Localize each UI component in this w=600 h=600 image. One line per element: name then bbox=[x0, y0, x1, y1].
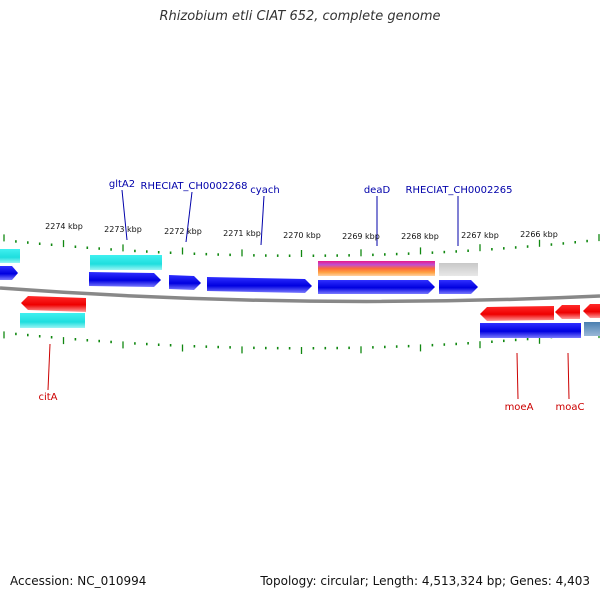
scale-ticks-top bbox=[3, 234, 600, 257]
gene-arrow-moaC bbox=[555, 305, 580, 319]
label-leader-lines bbox=[47, 189, 570, 400]
scale-label: 2271 kbp bbox=[223, 229, 261, 238]
leader-gltA2 bbox=[121, 189, 128, 241]
gene-label-moeA: moeA bbox=[505, 402, 534, 413]
gene-arrow-forward-5 bbox=[318, 280, 435, 294]
gene-label-deaD: deaD bbox=[364, 185, 391, 196]
gene-label-cyach: cyach bbox=[250, 185, 279, 196]
gene-label-citA: citA bbox=[38, 392, 57, 403]
gene-block-reverse-1 bbox=[480, 323, 581, 338]
leader-moeA bbox=[516, 352, 519, 400]
genome-backbone bbox=[0, 286, 600, 304]
gene-arrow-citA bbox=[21, 296, 86, 312]
scale-label: 2272 kbp bbox=[164, 227, 202, 236]
feature-RHECIAT_CH0002265 bbox=[439, 263, 478, 276]
leader-cyach bbox=[260, 195, 265, 246]
forward-strand-features bbox=[0, 249, 478, 294]
topology-text: Topology: circular; Length: 4,513,324 bp… bbox=[260, 574, 590, 588]
leader-RHECIAT_CH0002268 bbox=[185, 191, 193, 243]
scale-label: 2270 kbp bbox=[283, 231, 321, 240]
feature-deaD bbox=[318, 261, 435, 276]
gene-labels: gltA2 RHECIAT_CH0002268 cyach deaD RHECI… bbox=[38, 179, 584, 413]
scale-label: 2268 kbp bbox=[401, 232, 439, 241]
scale-label: 2273 kbp bbox=[104, 225, 142, 234]
gene-label-RHECIAT_CH0002265: RHECIAT_CH0002265 bbox=[406, 185, 513, 196]
scale-labels: 2274 kbp 2273 kbp 2272 kbp 2271 kbp 2270… bbox=[45, 222, 558, 241]
rna-feature-bottom-left bbox=[20, 313, 85, 328]
gene-arrow-forward-1 bbox=[0, 266, 18, 280]
leader-moaC bbox=[567, 352, 570, 400]
rna-feature-gltA2 bbox=[90, 255, 162, 270]
gene-label-gltA2: gltA2 bbox=[109, 179, 135, 190]
reverse-strand-features bbox=[20, 296, 600, 338]
gene-arrow-forward-4 bbox=[207, 277, 312, 293]
gene-block-reverse-2 bbox=[584, 322, 600, 336]
gene-arrow-forward-3 bbox=[169, 275, 201, 290]
gene-arrow-forward-6 bbox=[439, 280, 478, 294]
rna-feature-top-left bbox=[0, 249, 20, 263]
map-title: Rhizobium etli CIAT 652, complete genome bbox=[159, 9, 441, 24]
leader-citA bbox=[47, 343, 51, 391]
scale-label: 2274 kbp bbox=[45, 222, 83, 231]
gene-label-RHECIAT_CH0002268: RHECIAT_CH0002268 bbox=[141, 181, 248, 192]
gene-label-moaC: moaC bbox=[556, 402, 585, 413]
accession-text: Accession: NC_010994 bbox=[10, 574, 147, 588]
gene-arrow-reverse-edge bbox=[583, 304, 600, 318]
scale-label: 2266 kbp bbox=[520, 230, 558, 239]
gene-arrow-forward-2 bbox=[89, 272, 161, 287]
scale-label: 2269 kbp bbox=[342, 232, 380, 241]
gene-arrow-moeA bbox=[480, 306, 554, 321]
scale-label: 2267 kbp bbox=[461, 231, 499, 240]
